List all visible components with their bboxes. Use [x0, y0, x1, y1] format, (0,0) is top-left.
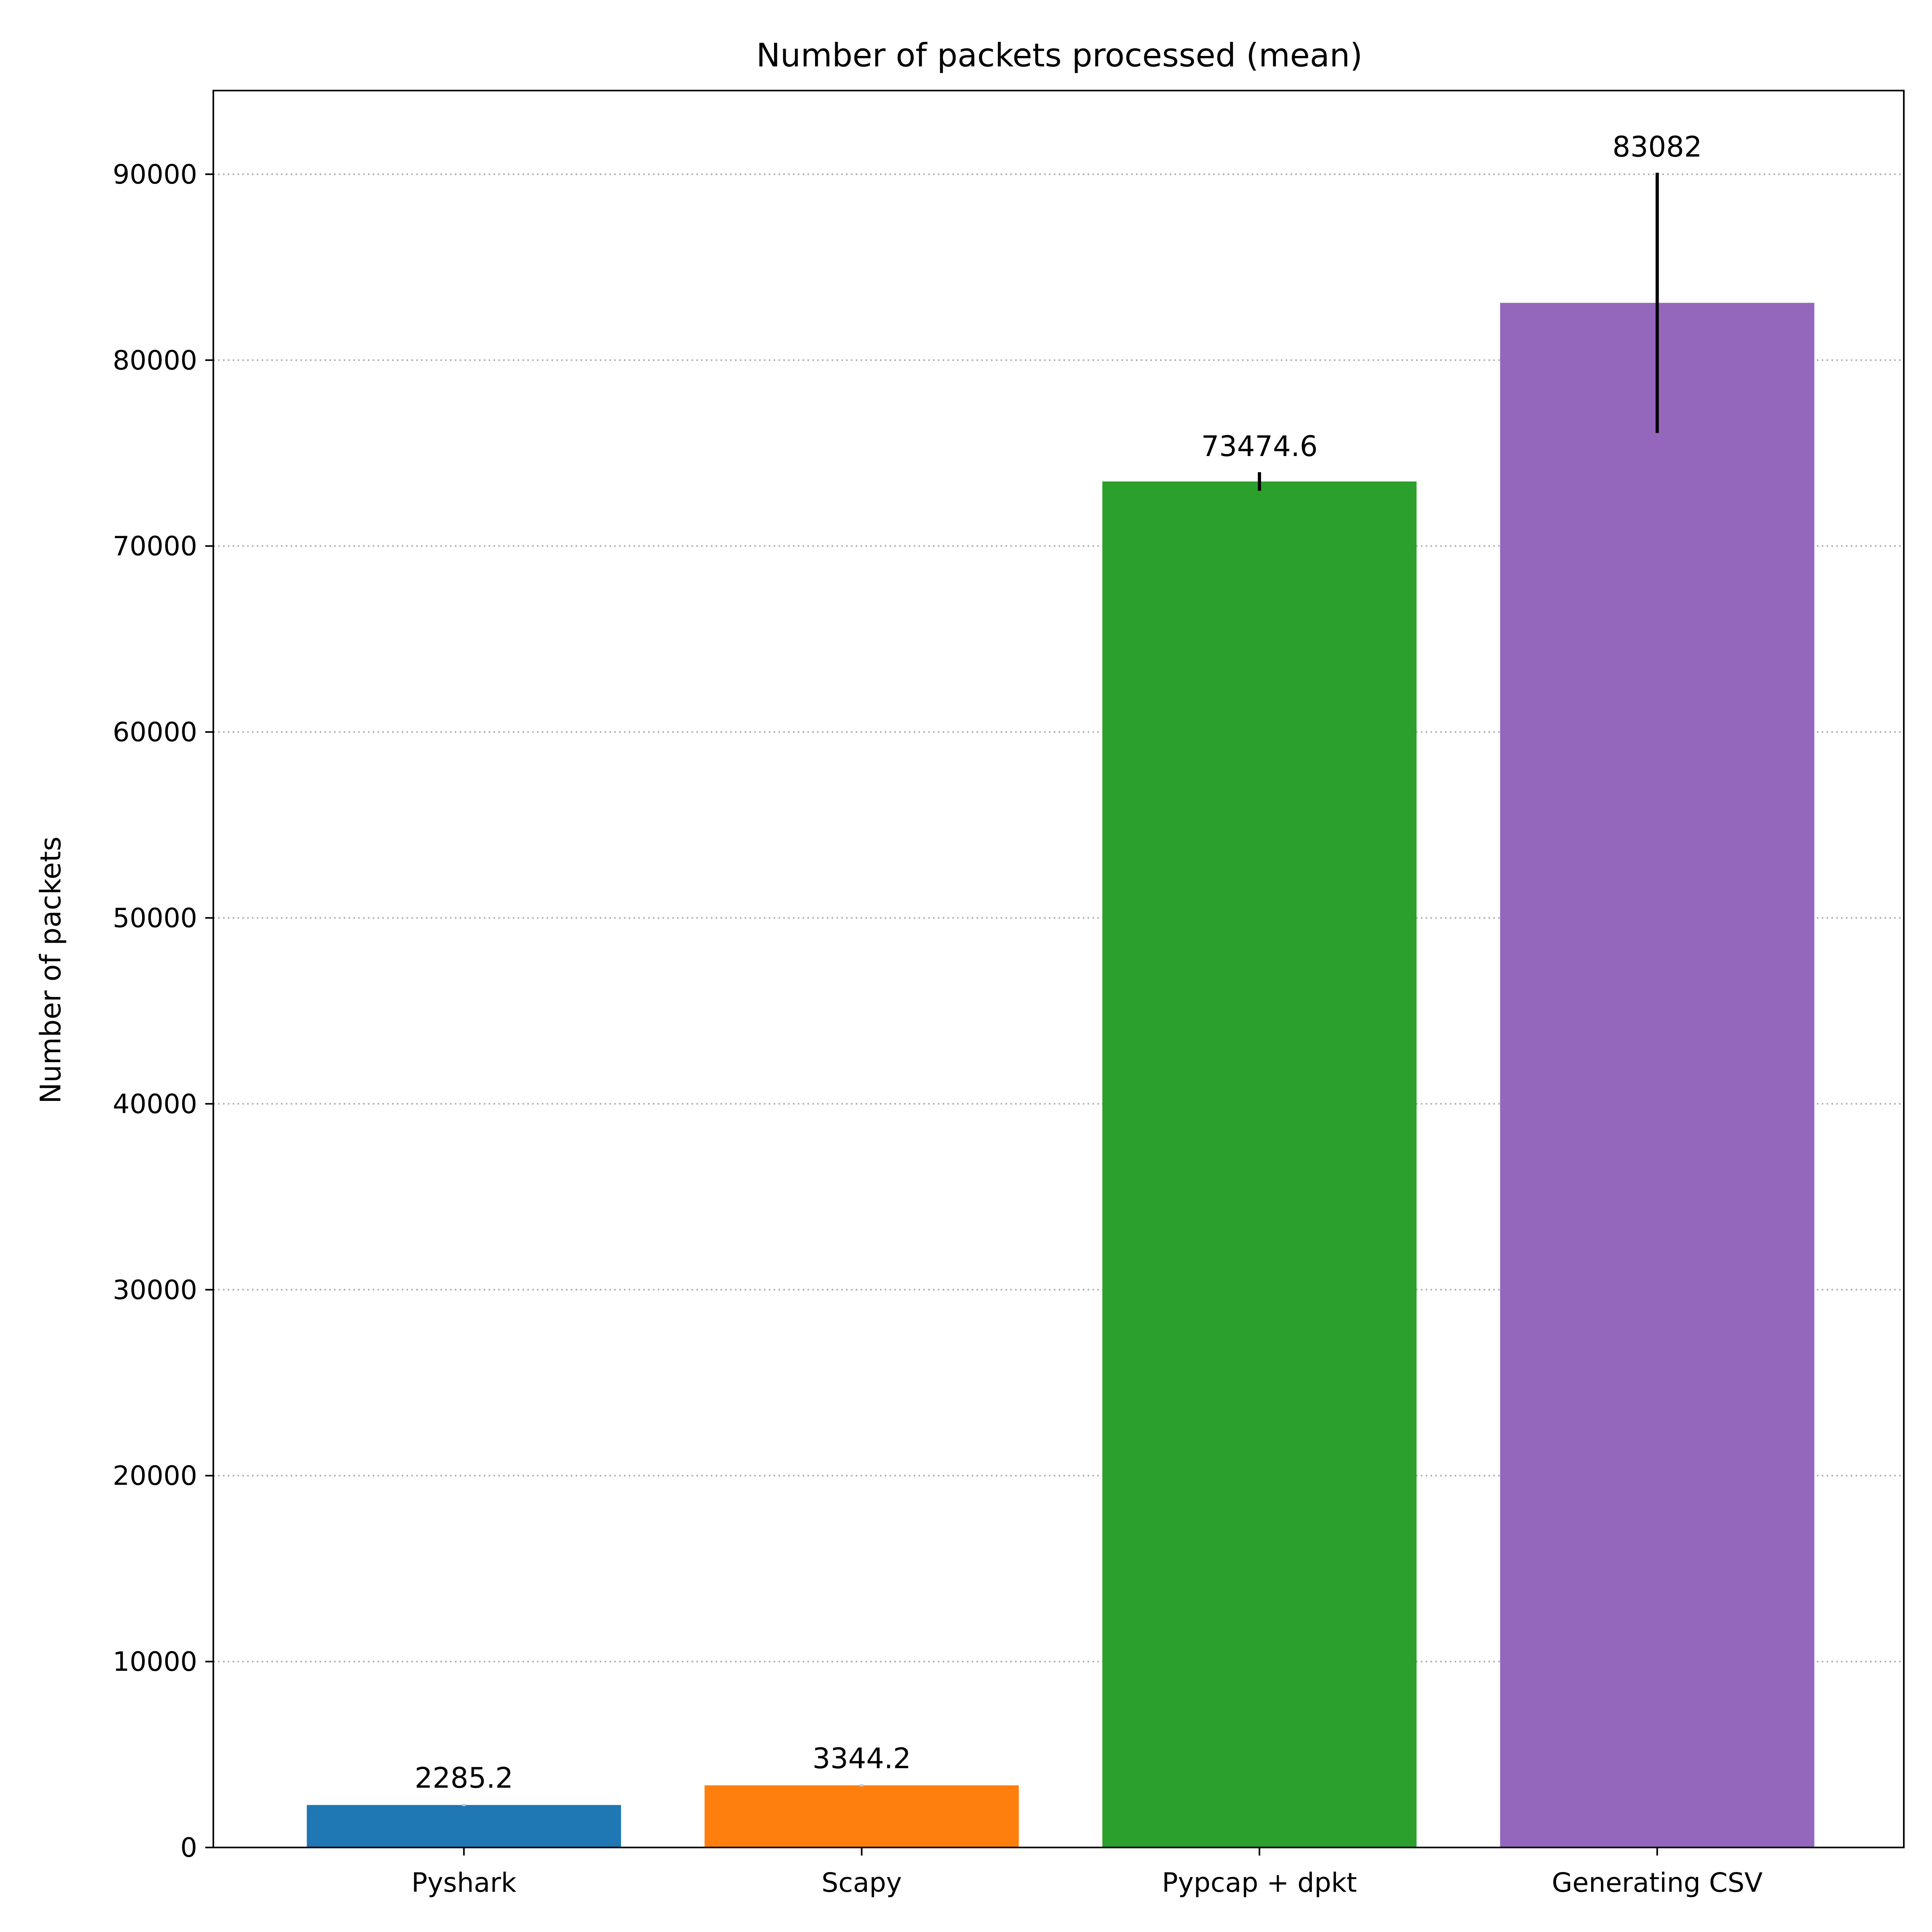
data-label: 3344.2 — [812, 1742, 911, 1775]
x-tick-label: Pyshark — [411, 1867, 517, 1898]
error-bars — [462, 173, 1659, 1806]
axes — [213, 90, 1905, 1848]
y-tick-label: 40000 — [113, 1088, 197, 1119]
data-label: 2285.2 — [415, 1762, 513, 1795]
bar — [1500, 303, 1814, 1847]
gridlines — [213, 173, 1904, 1663]
data-labels: 2285.2 3344.2 73474.6 83082 — [415, 130, 1702, 1795]
bar — [307, 1805, 621, 1847]
y-tick-label: 60000 — [113, 717, 197, 748]
x-tick-label: Pypcap + dpkt — [1162, 1867, 1357, 1898]
y-tick-label: 20000 — [113, 1460, 197, 1491]
y-tick-label: 70000 — [113, 531, 197, 562]
y-axis-label: Number of packets — [34, 836, 67, 1104]
data-label: 73474.6 — [1201, 430, 1317, 463]
x-tick-label: Scapy — [822, 1867, 902, 1898]
bar — [704, 1785, 1019, 1847]
bar — [1102, 481, 1417, 1847]
y-tick-label: 10000 — [113, 1646, 197, 1677]
y-tick-label: 50000 — [113, 902, 197, 933]
chart-title: Number of packets processed (mean) — [756, 37, 1362, 74]
y-tick-label: 80000 — [113, 345, 197, 376]
x-tick-label: Generating CSV — [1552, 1867, 1763, 1898]
bars — [307, 303, 1814, 1847]
y-tick-label: 30000 — [113, 1274, 197, 1305]
x-ticks: Pyshark Scapy Pypcap + dpkt Generating CSV — [411, 1847, 1763, 1898]
y-tick-label: 90000 — [113, 159, 197, 190]
plot-frame — [213, 90, 1905, 1848]
data-label: 83082 — [1612, 130, 1702, 163]
y-tick-label: 0 — [180, 1832, 197, 1863]
y-ticks: 0 10000 20000 30000 40000 50000 60000 70000 8000… — [113, 159, 213, 1863]
